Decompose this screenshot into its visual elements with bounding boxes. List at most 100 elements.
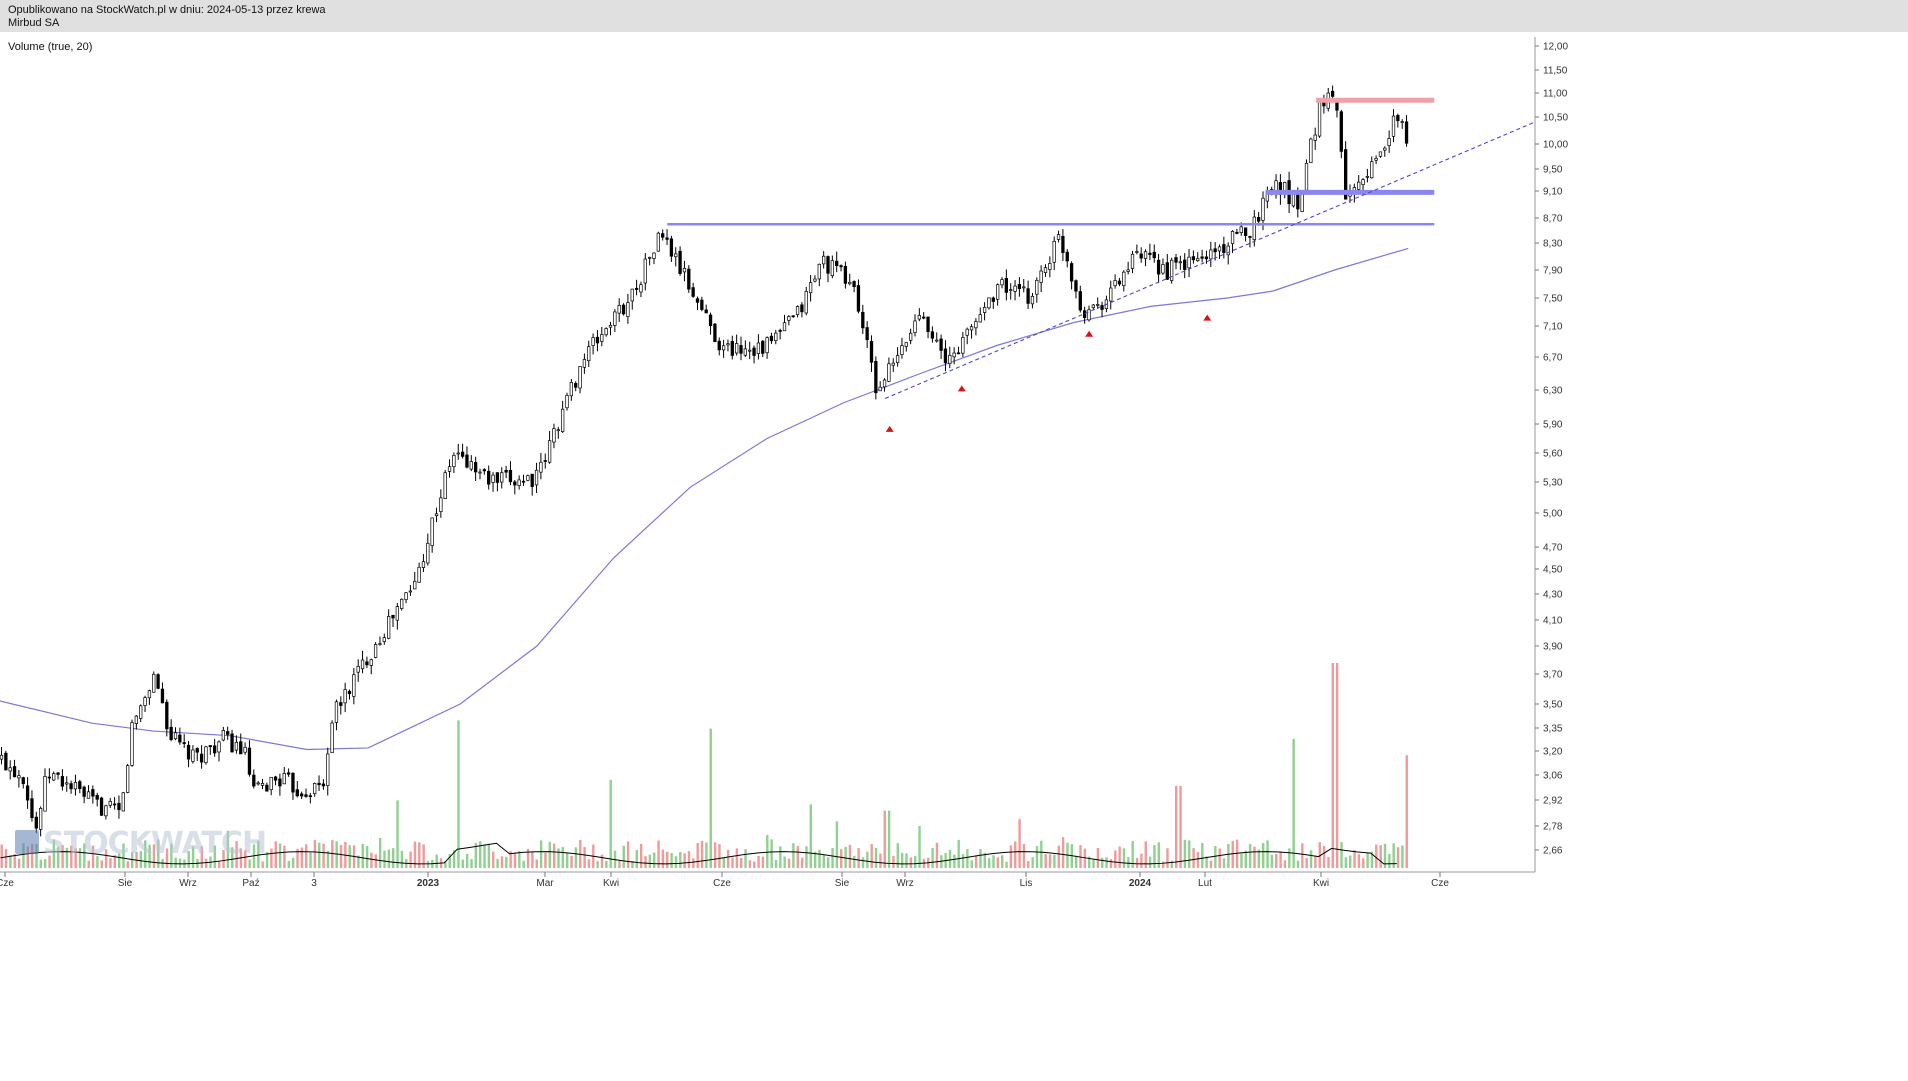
candle [186,741,191,768]
volume-bar [452,850,456,868]
candle [765,336,769,359]
volume-bar [766,835,769,868]
volume-bar [1340,842,1343,868]
volume-bar [461,859,464,868]
volume-bar [979,849,982,868]
publish-info: Opublikowano na StockWatch.pl w dniu: 20… [8,4,326,16]
volume-bar [74,848,77,868]
candle [1313,127,1317,150]
candle [717,337,721,356]
candle [34,811,38,834]
volume-bar [187,851,190,868]
candle [730,335,734,360]
volume-bar [861,857,865,868]
volume-bar [226,830,230,868]
candle [587,340,591,368]
candle [804,286,808,316]
volume-bar [809,804,812,868]
volume-bar [26,846,29,868]
volume-bar [1222,858,1226,868]
y-tick-label: 5,30 [1543,478,1563,489]
volume-bar [622,845,625,868]
candle [600,327,604,347]
volume-bar [974,855,978,868]
candle [865,321,869,349]
volume-bar [1175,786,1178,868]
volume-bar [726,849,730,868]
volume-bar [1014,841,1017,868]
candle [400,598,404,611]
candle [830,255,834,279]
volume-bar [265,852,269,868]
candle [1169,257,1174,284]
volume-bar [966,849,969,868]
candle [1026,280,1030,309]
volume-bar [866,851,869,868]
candle [52,771,56,781]
volume-bar [718,844,721,868]
candle [1357,175,1361,191]
candle [95,792,99,807]
volume-bar [796,846,799,868]
volume-bar [4,848,8,868]
volume-bar [896,843,899,868]
volume-bar [683,853,686,868]
volume-bar [361,843,364,868]
candle [360,650,365,674]
volume-bar [231,847,234,868]
candle [582,353,587,374]
instrument-name: Mirbud SA [8,17,60,29]
volume-bar [457,720,460,868]
candle [330,720,334,754]
y-tick-label: 4,10 [1543,616,1563,627]
volume-bar [78,848,82,868]
candle [682,260,687,282]
candle [1022,278,1026,293]
volume-bar [779,846,782,868]
candle [334,699,339,731]
volume-bar [152,844,156,868]
candle [1052,236,1056,271]
volume-bar [1405,755,1408,868]
volume-bar [1118,846,1121,868]
candle [387,609,391,640]
candle [574,381,578,392]
candle [808,274,813,302]
volume-bar [505,856,508,868]
candle [1265,186,1270,209]
candle [874,356,878,400]
volume-bar [1092,859,1095,868]
candle [935,332,939,343]
candle [43,768,47,812]
volume-bar [270,848,273,868]
candle [1078,285,1082,313]
volume-bar [1270,854,1274,868]
candle [191,745,195,764]
candle [65,776,69,792]
candle [695,296,700,311]
volume-bar [1362,858,1365,868]
candle [800,302,804,318]
volume-bar [531,851,534,868]
signal-marker [1085,330,1094,337]
y-tick-label: 6,30 [1543,386,1563,397]
volume-bar [905,853,908,868]
candle [495,472,500,492]
candle [1204,250,1209,264]
candle [260,778,265,790]
x-tick-label: 2023 [417,878,440,889]
volume-bar [392,848,395,868]
candle [56,771,60,780]
candle [300,791,304,800]
volume-bar [83,843,86,868]
volume-bar [261,861,264,868]
candle [848,273,852,286]
volume-bar [644,856,647,868]
candle [752,345,756,364]
volume-bar [1231,840,1234,868]
y-tick-label: 2,92 [1543,796,1563,807]
volume-bar [300,847,304,868]
y-tick-label: 10,00 [1543,140,1568,151]
volume-bar [853,855,856,868]
